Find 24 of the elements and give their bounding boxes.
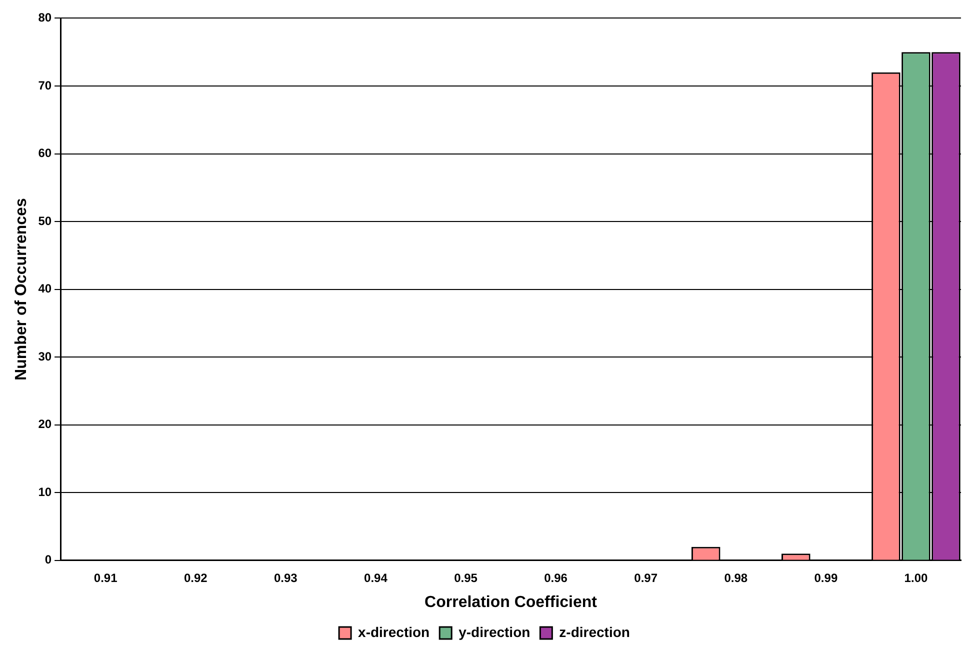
y-tick-label: 30 (38, 349, 52, 364)
y-tick-label: 40 (38, 282, 52, 296)
y-tick-label: 60 (38, 146, 52, 160)
x-tick-label: 0.93 (274, 570, 298, 585)
x-tick-label: 0.96 (544, 570, 568, 585)
y-tick-label: 20 (38, 417, 52, 432)
x-tick-label: 0.95 (454, 570, 478, 585)
y-axis-title: Number of Occurrences (13, 198, 30, 380)
y-tick-label: 50 (38, 214, 52, 228)
x-tick-label: 0.91 (94, 570, 118, 585)
legend-label: y-direction (458, 624, 530, 640)
y-tick-label: 10 (38, 484, 52, 499)
legend-label: z-direction (559, 624, 630, 640)
y-tick-label: 70 (38, 78, 52, 92)
x-tick-label: 1.00 (904, 570, 928, 585)
x-tick-label: 0.94 (364, 570, 388, 585)
y-tick-label: 0 (44, 552, 52, 567)
y-tick-label: 80 (38, 10, 52, 25)
x-tick-label: 0.97 (634, 570, 658, 585)
x-tick-label: 0.92 (184, 570, 208, 585)
x-axis-title: Correlation Coefficient (424, 594, 598, 611)
legend-label: x-direction (358, 624, 430, 640)
x-tick-label: 0.98 (724, 570, 748, 585)
x-tick-label: 0.99 (814, 570, 838, 585)
